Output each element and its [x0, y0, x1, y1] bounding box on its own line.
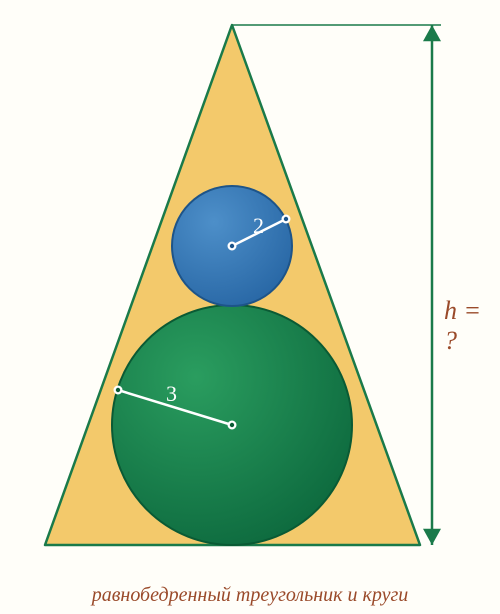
figure-caption: равнобедренный треугольник и круги — [0, 580, 500, 607]
small-circle-radius-label: 2 — [253, 213, 264, 239]
big-circle-radius-label: 3 — [166, 381, 177, 407]
diagram-svg — [0, 0, 500, 580]
geometry-diagram: h = ? 3 2 — [0, 0, 500, 580]
height-label: h = ? — [444, 296, 500, 356]
